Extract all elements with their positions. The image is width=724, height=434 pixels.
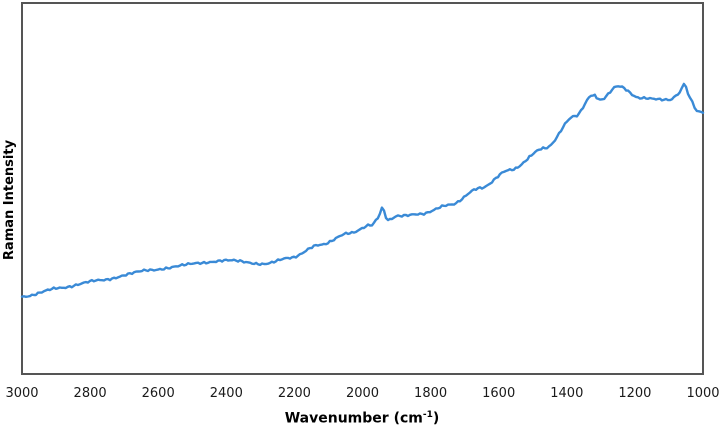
x-axis-label-main: Wavenumber (cm [284, 410, 423, 427]
x-axis-label-close: ) [432, 410, 440, 427]
plot-frame [21, 2, 704, 375]
x-tick-label: 2600 [141, 386, 175, 401]
x-tick-label: 1000 [686, 386, 720, 401]
x-tick-label: 2000 [345, 386, 380, 401]
x-tick-label: 1400 [550, 386, 584, 401]
x-tick-label: 2800 [73, 386, 107, 401]
x-tick-label: 2400 [209, 386, 243, 401]
y-axis-label: Raman Intensity [2, 139, 17, 261]
x-tick-label: 1800 [414, 386, 448, 401]
x-tick-label: 3000 [5, 386, 39, 401]
spectrum-line [20, 82, 705, 298]
x-axis-label: Wavenumber (cm-1) [262, 410, 462, 427]
x-tick-label: 1200 [618, 386, 652, 401]
x-tick-label: 1600 [482, 386, 516, 401]
x-axis-label-superscript: -1 [422, 410, 433, 420]
x-tick-label: 2200 [277, 386, 311, 401]
